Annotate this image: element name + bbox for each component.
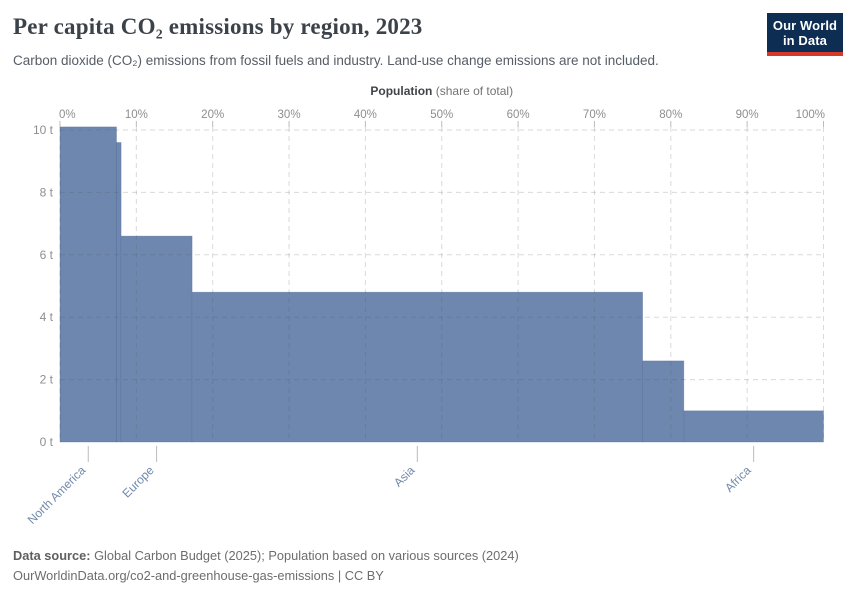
x-axis-tick-label-60: 60%: [507, 109, 530, 121]
page-title: Per capita CO₂ emissions by region, 2023: [13, 14, 423, 39]
bar-africa[interactable]: [683, 410, 824, 443]
region-label-asia: Asia: [391, 463, 418, 490]
page-subtitle: Carbon dioxide (CO₂) emissions from foss…: [13, 53, 659, 68]
citation-link[interactable]: OurWorldinData.org/co2-and-greenhouse-ga…: [13, 567, 384, 583]
x-axis-tick-label-10: 10%: [125, 109, 148, 121]
x-axis-tick-label-70: 70%: [583, 109, 606, 121]
owid-logo-red-bar: [767, 52, 843, 56]
owid-logo-line2: in Data: [782, 33, 828, 48]
region-label-africa: Africa: [722, 463, 754, 495]
x-axis-tick-label-20: 20%: [201, 109, 224, 121]
x-axis-tick-label-80: 80%: [659, 109, 682, 121]
x-axis-tick-label-30: 30%: [278, 109, 301, 121]
marimekko-chart: 0% 10% 20% 30% 40% 50% 60% 70% 80% 90% 100% Populat…: [25, 84, 825, 527]
x-axis-tick-label-90: 90%: [736, 109, 759, 121]
chart-footer: Data source: Global Carbon Budget (2025)…: [13, 546, 833, 585]
x-axis-tick-label-0: 0%: [59, 109, 76, 121]
bar-unlabeled-1[interactable]: [116, 142, 122, 443]
x-axis-title: Population (share of total): [370, 84, 513, 98]
owid-logo-line1: Our World: [772, 18, 838, 33]
bar-north-america[interactable]: [59, 126, 117, 443]
y-axis-tick-label-8: 8 t: [40, 185, 54, 199]
y-axis-tick-label-2: 2 t: [40, 373, 54, 387]
data-source-line: Data source: Global Carbon Budget (2025)…: [13, 546, 833, 566]
bar-unlabeled-4[interactable]: [642, 360, 685, 443]
bar-europe[interactable]: [120, 235, 193, 443]
owid-logo-text: Our World in Data: [767, 13, 843, 52]
y-axis-tick-label-6: 6 t: [40, 248, 54, 262]
x-axis-tick-label-40: 40%: [354, 109, 377, 121]
y-axis-tick-label-0: 0 t: [40, 435, 54, 449]
region-label-north-america: North America: [25, 463, 89, 527]
x-axis-tick-label-50: 50%: [430, 109, 453, 121]
y-axis-tick-label-10: 10 t: [33, 123, 54, 137]
y-axis-tick-label-4: 4 t: [40, 310, 54, 324]
x-axis-tick-label-100: 100%: [796, 109, 825, 121]
data-source-label: Data source:: [13, 548, 91, 563]
owid-logo[interactable]: Our World in Data: [767, 13, 843, 56]
bar-asia[interactable]: [191, 291, 643, 443]
data-source-text: Global Carbon Budget (2025); Population …: [90, 548, 519, 563]
region-label-europe: Europe: [119, 463, 156, 500]
